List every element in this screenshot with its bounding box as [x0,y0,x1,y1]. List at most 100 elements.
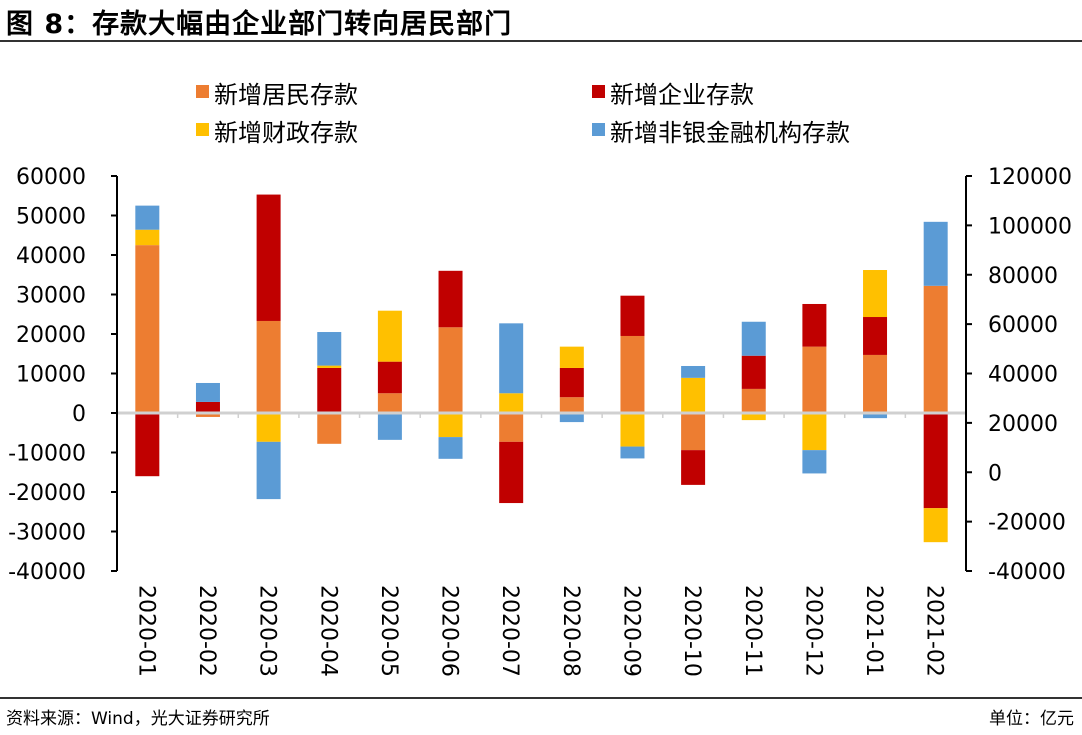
x-tick-label: 2020-04 [315,585,340,677]
bar-segment [438,270,463,328]
x-tick-label: 2020-12 [800,585,825,677]
bar-segment [377,361,402,394]
bar-segment [317,367,342,413]
left-tick-label: 30000 [16,284,86,309]
legend-label: 新增非银金融机构存款 [610,119,850,147]
right-tick-label: 100000 [988,214,1072,239]
bar-segment [802,303,827,347]
x-tick-label: 2020-09 [618,585,643,677]
page-title: 图 8：存款大幅由企业部门转向居民部门 [6,9,513,40]
bar-segment [741,321,766,356]
bar-segment [559,346,584,368]
bar-segment [620,335,645,413]
bar-segment [863,270,888,318]
right-tick-label: 120000 [988,165,1072,190]
bar-segment [135,205,160,230]
bar-segment [863,317,888,355]
bar-segment [377,310,402,362]
footer-divider [0,697,1082,699]
bar-segment [559,367,584,398]
bar-segment [802,413,827,451]
bar-segment [559,413,584,423]
bar-segment [377,413,402,440]
bar-segment [499,393,524,413]
left-tick-label: 60000 [16,165,86,190]
bar-segment [256,441,281,500]
bar-segment [620,295,645,336]
bar-segment [863,413,888,419]
bar-segment [620,446,645,459]
source-note: 资料来源：Wind，光大证券研究所 [6,709,270,729]
bar-segment [499,413,524,442]
bar-segment [377,393,402,413]
bar-segment [195,401,220,413]
x-tick-label: 2020-07 [497,585,522,677]
bar-segment [317,365,342,368]
left-tick-label: -10000 [8,442,86,467]
bar-segment [256,320,281,413]
unit-note: 单位：亿元 [989,709,1074,729]
x-tick-label: 2020-10 [679,585,704,677]
right-tick-label: 40000 [988,363,1058,388]
bar-segment [681,377,706,413]
title-divider [0,40,1082,42]
right-tick-label: 80000 [988,264,1058,289]
bar-segment [863,354,888,413]
bar-segment [256,413,281,442]
x-tick-label: 2020-03 [255,585,280,677]
x-axis: 2020-01 2020-02 2020-03 2020-04 2020-05 2020-… [133,413,947,677]
bar-segment [923,221,948,286]
right-tick-label: -40000 [988,560,1066,585]
right-tick-label: -20000 [988,511,1066,536]
bar-segment [802,346,827,413]
bar-segment [620,413,645,447]
right-tick-label: 0 [988,461,1002,486]
bar-segment [195,382,220,402]
x-tick-label: 2020-02 [194,585,219,677]
right-tick-label: 60000 [988,313,1058,338]
x-tick-label: 2021-01 [861,585,886,677]
bar-segment [499,441,524,504]
left-tick-label: 20000 [16,323,86,348]
bar-segment [438,437,463,459]
x-tick-label: 2020-05 [376,585,401,677]
legend-swatch [592,85,605,98]
left-tick-label: -40000 [8,560,86,585]
bar-segment [438,413,463,438]
legend-swatch [592,123,605,136]
bar-segment [681,450,706,485]
x-tick-label: 2020-08 [558,585,583,677]
bar-segment [923,508,948,543]
x-tick-label: 2020-06 [437,585,462,677]
bars-group [135,194,948,543]
left-tick-label: 50000 [16,205,86,230]
x-tick-label: 2020-11 [740,585,765,677]
bar-segment [438,327,463,413]
legend-label: 新增企业存款 [610,81,754,109]
x-tick-label: 2020-01 [133,585,158,677]
bar-segment [681,413,706,451]
left-tick-label: 40000 [16,244,86,269]
right-y-axis: 120000 100000 80000 60000 40000 20000 0 -20000 -… [965,165,1072,585]
legend-swatch [196,123,209,136]
bar-segment [135,245,160,413]
bar-segment [559,397,584,413]
bar-segment [923,285,948,413]
left-tick-label: -20000 [8,481,86,506]
bar-segment [256,194,281,321]
bar-segment [741,413,766,421]
x-tick-label: 2021-02 [922,585,947,677]
bar-segment [499,323,524,394]
legend-label: 新增财政存款 [214,119,358,147]
bar-segment [317,413,342,444]
left-tick-label: 10000 [16,363,86,388]
bar-segment [681,365,706,378]
left-tick-label: 0 [72,402,86,427]
legend-label: 新增居民存款 [214,81,358,109]
bar-segment [195,413,220,417]
right-tick-label: 20000 [988,412,1058,437]
legend-swatch [196,85,209,98]
bar-segment [741,388,766,413]
